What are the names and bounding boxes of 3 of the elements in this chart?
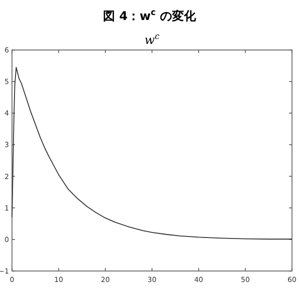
- chart-subtitle: w$^{c}$: [144, 31, 160, 47]
- chart-title: 図 4：w$^{c}$ の変化: [103, 7, 197, 23]
- line-series: [12, 66, 292, 240]
